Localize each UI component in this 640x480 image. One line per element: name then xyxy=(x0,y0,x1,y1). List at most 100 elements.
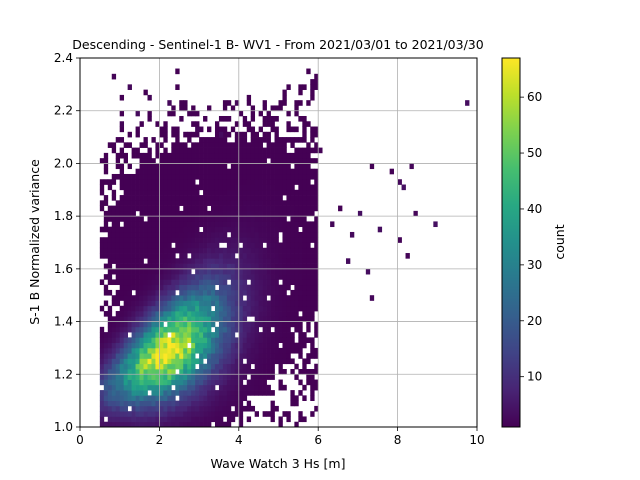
heatmap-bin xyxy=(246,247,252,254)
heatmap-bin xyxy=(191,416,196,423)
heatmap-bin xyxy=(147,184,152,191)
heatmap-bin xyxy=(294,237,299,243)
heatmap-bin xyxy=(175,358,180,365)
heatmap-bin xyxy=(103,247,109,254)
heatmap-bin xyxy=(187,326,192,333)
heatmap-bin xyxy=(250,279,256,286)
heatmap-bin xyxy=(211,195,216,201)
heatmap-bin xyxy=(187,216,192,222)
heatmap-bin xyxy=(234,205,240,212)
heatmap-bin xyxy=(143,369,148,375)
heatmap-bin xyxy=(254,226,259,233)
heatmap-bin xyxy=(119,384,125,391)
heatmap-bin xyxy=(298,268,303,275)
heatmap-bin xyxy=(214,237,220,243)
heatmap-bin xyxy=(119,311,125,317)
heatmap-bin xyxy=(147,221,152,228)
heatmap-bin xyxy=(270,274,275,280)
heatmap-bin xyxy=(103,179,109,185)
heatmap-bin xyxy=(127,421,132,428)
heatmap-bin xyxy=(286,358,291,365)
heatmap-bin xyxy=(306,184,311,191)
heatmap-bin xyxy=(143,305,148,312)
heatmap-bin xyxy=(222,179,228,185)
heatmap-bin xyxy=(274,358,279,365)
heatmap-bin xyxy=(207,189,212,196)
heatmap-bin xyxy=(465,100,470,106)
heatmap-bin xyxy=(119,400,125,407)
heatmap-bin xyxy=(207,332,212,338)
heatmap-bin xyxy=(155,200,160,206)
heatmap-bin xyxy=(286,126,291,133)
heatmap-bin xyxy=(266,247,271,254)
heatmap-bin xyxy=(119,168,125,175)
heatmap-bin xyxy=(294,210,299,217)
heatmap-bin xyxy=(214,416,220,423)
heatmap-bin xyxy=(286,253,291,259)
heatmap-bin xyxy=(199,358,204,365)
heatmap-bin xyxy=(139,163,144,170)
heatmap-bin xyxy=(183,295,188,301)
heatmap-bin xyxy=(175,268,180,275)
heatmap-bin xyxy=(286,353,291,359)
heatmap-bin xyxy=(155,395,160,401)
heatmap-bin xyxy=(207,242,212,249)
heatmap-bin xyxy=(171,289,176,296)
heatmap-bin xyxy=(163,253,168,259)
heatmap-bin xyxy=(187,337,192,344)
heatmap-bin xyxy=(167,316,172,322)
heatmap-bin xyxy=(234,337,240,344)
heatmap-bin xyxy=(127,400,132,407)
chart-title: Descending - Sentinel-1 B- WV1 - From 20… xyxy=(72,37,483,52)
heatmap-bin xyxy=(250,390,256,396)
heatmap-bin xyxy=(226,295,232,301)
heatmap-bin xyxy=(187,131,192,138)
heatmap-bin xyxy=(139,342,144,349)
heatmap-bin xyxy=(298,242,303,249)
heatmap-bin xyxy=(266,263,271,270)
heatmap-bin xyxy=(226,379,232,386)
heatmap-bin xyxy=(222,237,228,243)
heatmap-bin xyxy=(214,158,220,164)
heatmap-bin xyxy=(242,274,248,280)
heatmap-bin xyxy=(278,332,283,338)
heatmap-bin xyxy=(270,300,275,307)
heatmap-bin xyxy=(143,358,148,365)
heatmap-bin xyxy=(262,253,267,259)
heatmap-bin xyxy=(230,268,236,275)
heatmap-bin xyxy=(127,210,132,217)
heatmap-bin xyxy=(191,226,196,233)
heatmap-bin xyxy=(127,242,132,249)
heatmap-bin xyxy=(278,247,283,254)
heatmap-bin xyxy=(111,210,117,217)
heatmap-bin xyxy=(179,326,184,333)
heatmap-bin xyxy=(187,374,192,380)
heatmap-bin xyxy=(278,384,283,391)
heatmap-bin xyxy=(234,400,240,407)
heatmap-bin xyxy=(151,258,156,264)
heatmap-bin xyxy=(246,337,252,344)
heatmap-bin xyxy=(103,289,109,296)
heatmap-bin xyxy=(111,316,117,322)
heatmap-bin xyxy=(163,147,168,154)
heatmap-bin xyxy=(238,411,244,417)
heatmap-bin xyxy=(155,390,160,396)
heatmap-bin xyxy=(143,400,148,407)
heatmap-bin xyxy=(127,258,132,264)
heatmap-bin xyxy=(246,242,252,249)
heatmap-bin xyxy=(115,358,121,365)
heatmap-bin xyxy=(282,337,287,344)
heatmap-bin xyxy=(183,184,188,191)
heatmap-bin xyxy=(171,263,176,270)
heatmap-bin xyxy=(151,189,156,196)
heatmap-bin xyxy=(250,300,256,307)
heatmap-bin xyxy=(131,421,136,428)
heatmap-bin xyxy=(167,100,172,106)
heatmap-bin xyxy=(298,263,303,270)
heatmap-bin xyxy=(135,300,140,307)
heatmap-bin xyxy=(238,152,244,159)
heatmap-bin xyxy=(246,332,252,338)
heatmap-bin xyxy=(195,189,200,196)
heatmap-bin xyxy=(191,369,196,375)
heatmap-bin xyxy=(278,263,283,270)
